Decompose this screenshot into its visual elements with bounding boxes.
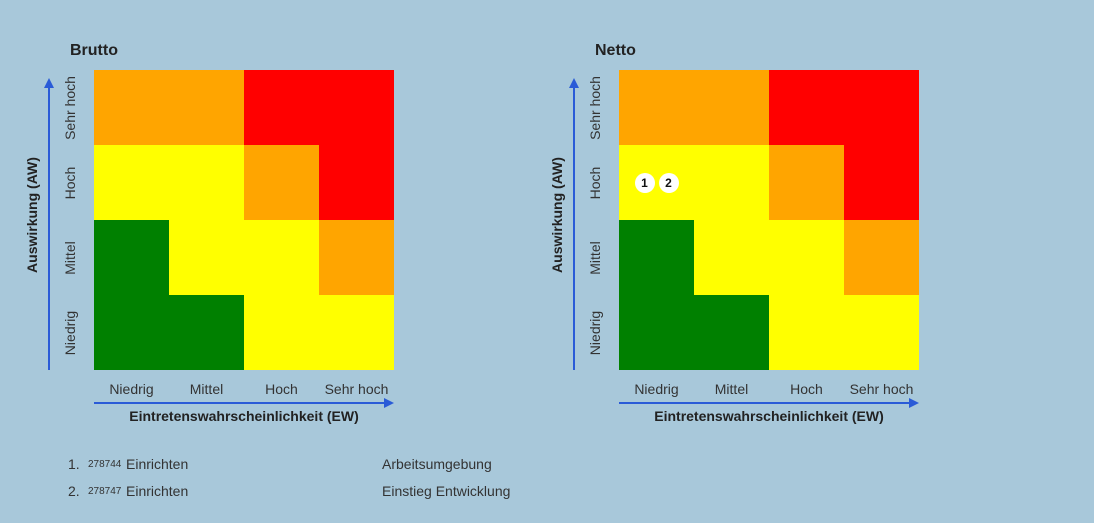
y-axis-line bbox=[573, 86, 575, 370]
matrix-cell bbox=[619, 220, 694, 295]
matrix-cell bbox=[169, 145, 244, 220]
matrix-cell bbox=[169, 220, 244, 295]
y-axis-arrow-icon bbox=[569, 78, 579, 88]
x-axis-arrow-icon bbox=[909, 398, 919, 408]
y-axis-line bbox=[48, 86, 50, 370]
risk-marker[interactable]: 2 bbox=[658, 172, 679, 193]
matrix-title: Netto bbox=[595, 42, 636, 59]
matrix-title: Brutto bbox=[70, 42, 118, 59]
matrix-cell bbox=[169, 70, 244, 145]
matrix-cell bbox=[769, 295, 844, 370]
matrix-cell bbox=[619, 70, 694, 145]
x-tick-label: Sehr hoch bbox=[324, 381, 389, 397]
matrix-cell bbox=[244, 145, 319, 220]
legend-number: 2. bbox=[68, 483, 80, 499]
matrix-cell bbox=[769, 70, 844, 145]
legend-id: 278744 bbox=[88, 459, 122, 470]
matrix-cell bbox=[694, 220, 769, 295]
x-tick-label: Hoch bbox=[790, 381, 823, 397]
x-axis-line bbox=[619, 402, 909, 404]
matrix-cell bbox=[694, 295, 769, 370]
matrix-cell bbox=[619, 295, 694, 370]
matrix-cell bbox=[94, 145, 169, 220]
matrix-cell bbox=[319, 295, 394, 370]
x-axis-arrow-icon bbox=[384, 398, 394, 408]
risk-matrix-brutto: Brutto Auswirkung (AW) Eintretenswahrsch… bbox=[0, 0, 420, 440]
matrix-cell bbox=[694, 145, 769, 220]
risk-marker[interactable]: 1 bbox=[634, 172, 655, 193]
legend-area: Einstieg Entwicklung bbox=[382, 483, 511, 499]
y-axis-arrow-icon bbox=[44, 78, 54, 88]
y-axis-title: Auswirkung (AW) bbox=[24, 157, 40, 273]
legend-item: 1. 278744 Einrichten Arbeitsumgebung bbox=[68, 456, 768, 476]
x-tick-label: Sehr hoch bbox=[849, 381, 914, 397]
x-tick-label: Niedrig bbox=[109, 381, 154, 397]
matrix-cell bbox=[94, 70, 169, 145]
matrix-cell bbox=[844, 145, 919, 220]
legend-number: 1. bbox=[68, 456, 80, 472]
matrix-cell bbox=[844, 220, 919, 295]
matrix-cell bbox=[319, 220, 394, 295]
matrix-cell bbox=[319, 145, 394, 220]
legend-area: Arbeitsumgebung bbox=[382, 456, 492, 472]
y-tick-label: Sehr hoch bbox=[62, 75, 78, 140]
matrix-cell bbox=[769, 220, 844, 295]
x-axis-title: Eintretenswahrscheinlichkeit (EW) bbox=[654, 408, 884, 424]
matrix-cell bbox=[244, 295, 319, 370]
x-axis-line bbox=[94, 402, 384, 404]
x-tick-label: Mittel bbox=[714, 381, 749, 397]
matrix-cell bbox=[169, 295, 244, 370]
matrix-cell bbox=[769, 145, 844, 220]
matrix-cell bbox=[844, 295, 919, 370]
x-tick-label: Niedrig bbox=[634, 381, 679, 397]
legend-name: Einrichten bbox=[126, 456, 189, 472]
y-axis-title: Auswirkung (AW) bbox=[549, 157, 565, 273]
matrix-cell bbox=[94, 220, 169, 295]
x-tick-label: Hoch bbox=[265, 381, 298, 397]
legend-id: 278747 bbox=[88, 486, 122, 497]
matrix-cell bbox=[244, 70, 319, 145]
y-tick-label: Sehr hoch bbox=[587, 75, 603, 140]
matrix-cell bbox=[319, 70, 394, 145]
legend-name: Einrichten bbox=[126, 483, 189, 499]
matrix-cell bbox=[619, 145, 694, 220]
legend-item: 2. 278747 Einrichten Einstieg Entwicklun… bbox=[68, 483, 768, 503]
matrix-grid bbox=[94, 70, 394, 370]
matrix-cell bbox=[244, 220, 319, 295]
matrix-cell bbox=[694, 70, 769, 145]
matrix-cell bbox=[94, 295, 169, 370]
x-tick-label: Mittel bbox=[189, 381, 224, 397]
matrix-cell bbox=[844, 70, 919, 145]
x-axis-title: Eintretenswahrscheinlichkeit (EW) bbox=[129, 408, 359, 424]
